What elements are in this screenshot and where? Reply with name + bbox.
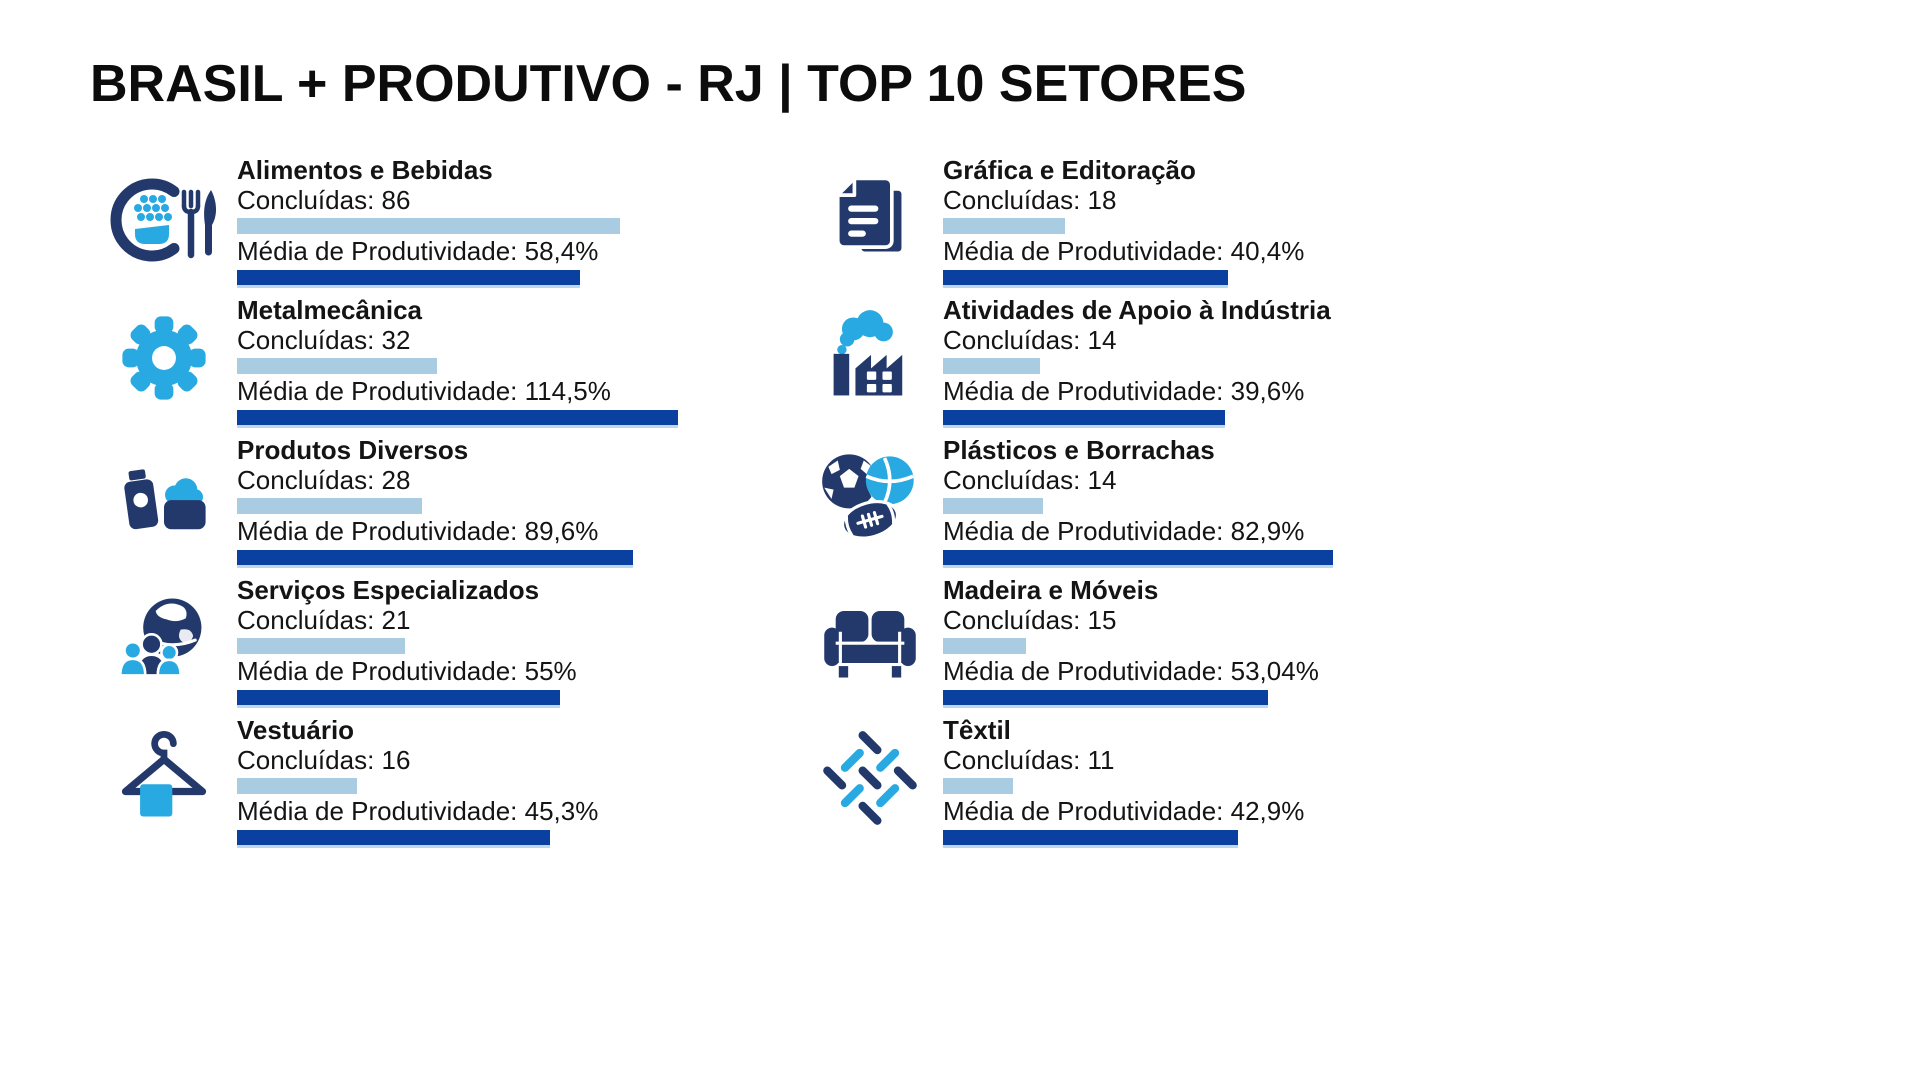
sector-card-8: Plásticos e Borrachas Concluídas: 14 Méd… bbox=[796, 428, 1496, 568]
concluidas-bar bbox=[943, 638, 1026, 654]
factory-icon bbox=[814, 306, 926, 410]
page-title: BRASIL + PRODUTIVO - RJ | TOP 10 SETORES bbox=[90, 55, 1247, 113]
sector-content: Metalmecânica Concluídas: 32 Média de Pr… bbox=[237, 288, 790, 428]
concluidas-bar bbox=[943, 218, 1065, 234]
concluidas-stat: Concluídas: 18 bbox=[943, 185, 1117, 215]
media-stat: Média de Produtividade: 39,6% bbox=[943, 376, 1305, 406]
documents-icon bbox=[814, 166, 926, 270]
sector-name: Serviços Especializados bbox=[237, 575, 540, 605]
sector-card-1: Alimentos e Bebidas Concluídas: 86 Média… bbox=[90, 148, 790, 288]
media-stat: Média de Produtividade: 114,5% bbox=[237, 376, 611, 406]
sector-icon-wrap bbox=[796, 708, 943, 848]
media-bar bbox=[943, 410, 1225, 428]
concluidas-stat: Concluídas: 21 bbox=[237, 605, 411, 635]
media-bar bbox=[943, 550, 1333, 568]
sports-balls-icon bbox=[814, 446, 926, 550]
concluidas-stat: Concluídas: 86 bbox=[237, 185, 411, 215]
media-bar bbox=[943, 270, 1228, 288]
concluidas-bar bbox=[237, 218, 620, 234]
sector-card-10: Têxtil Concluídas: 11 Média de Produtivi… bbox=[796, 708, 1496, 848]
textile-icon bbox=[814, 726, 926, 830]
sector-icon-wrap bbox=[796, 428, 943, 568]
sector-icon-wrap bbox=[90, 148, 237, 288]
sector-column-right: Gráfica e Editoração Concluídas: 18 Médi… bbox=[796, 148, 1496, 848]
food-plate-icon bbox=[108, 166, 220, 270]
media-bar bbox=[237, 830, 550, 848]
sector-icon-wrap bbox=[90, 568, 237, 708]
media-bar bbox=[943, 690, 1268, 708]
media-bar bbox=[943, 830, 1238, 848]
sector-name: Alimentos e Bebidas bbox=[237, 155, 493, 185]
concluidas-bar bbox=[943, 778, 1013, 794]
concluidas-stat: Concluídas: 14 bbox=[943, 465, 1117, 495]
concluidas-stat: Concluídas: 15 bbox=[943, 605, 1117, 635]
sector-name: Têxtil bbox=[943, 715, 1011, 745]
concluidas-bar bbox=[237, 778, 357, 794]
sector-content: Atividades de Apoio à Indústria Concluíd… bbox=[943, 288, 1496, 428]
sector-name: Plásticos e Borrachas bbox=[943, 435, 1215, 465]
media-stat: Média de Produtividade: 55% bbox=[237, 656, 577, 686]
sector-card-3: Produtos Diversos Concluídas: 28 Média d… bbox=[90, 428, 790, 568]
sector-column-left: Alimentos e Bebidas Concluídas: 86 Média… bbox=[90, 148, 790, 848]
media-stat: Média de Produtividade: 82,9% bbox=[943, 516, 1305, 546]
media-bar bbox=[237, 270, 580, 288]
sector-name: Metalmecânica bbox=[237, 295, 422, 325]
media-stat: Média de Produtividade: 45,3% bbox=[237, 796, 599, 826]
media-bar bbox=[237, 550, 633, 568]
media-stat: Média de Produtividade: 58,4% bbox=[237, 236, 599, 266]
concluidas-bar bbox=[943, 498, 1043, 514]
sector-icon-wrap bbox=[796, 568, 943, 708]
hanger-icon bbox=[108, 726, 220, 830]
concluidas-stat: Concluídas: 28 bbox=[237, 465, 411, 495]
sector-name: Vestuário bbox=[237, 715, 355, 745]
cosmetics-icon bbox=[108, 446, 220, 550]
sector-name: Atividades de Apoio à Indústria bbox=[943, 295, 1331, 325]
sector-card-2: Metalmecânica Concluídas: 32 Média de Pr… bbox=[90, 288, 790, 428]
sector-content: Alimentos e Bebidas Concluídas: 86 Média… bbox=[237, 148, 790, 288]
sector-name: Madeira e Móveis bbox=[943, 575, 1159, 605]
sector-card-7: Atividades de Apoio à Indústria Concluíd… bbox=[796, 288, 1496, 428]
concluidas-stat: Concluídas: 16 bbox=[237, 745, 411, 775]
sector-content: Madeira e Móveis Concluídas: 15 Média de… bbox=[943, 568, 1496, 708]
media-bar bbox=[237, 690, 560, 708]
sector-icon-wrap bbox=[90, 708, 237, 848]
sector-content: Plásticos e Borrachas Concluídas: 14 Méd… bbox=[943, 428, 1496, 568]
concluidas-stat: Concluídas: 14 bbox=[943, 325, 1117, 355]
sector-content: Vestuário Concluídas: 16 Média de Produt… bbox=[237, 708, 790, 848]
concluidas-stat: Concluídas: 11 bbox=[943, 745, 1115, 775]
concluidas-bar bbox=[237, 358, 437, 374]
sector-name: Produtos Diversos bbox=[237, 435, 469, 465]
sector-card-9: Madeira e Móveis Concluídas: 15 Média de… bbox=[796, 568, 1496, 708]
concluidas-bar bbox=[943, 358, 1040, 374]
people-globe-icon bbox=[108, 586, 220, 690]
media-bar bbox=[237, 410, 678, 428]
sofa-icon bbox=[814, 586, 926, 690]
media-stat: Média de Produtividade: 42,9% bbox=[943, 796, 1305, 826]
sector-content: Têxtil Concluídas: 11 Média de Produtivi… bbox=[943, 708, 1496, 848]
media-stat: Média de Produtividade: 40,4% bbox=[943, 236, 1305, 266]
concluidas-stat: Concluídas: 32 bbox=[237, 325, 411, 355]
sector-icon-wrap bbox=[90, 428, 237, 568]
media-stat: Média de Produtividade: 53,04% bbox=[943, 656, 1319, 686]
concluidas-bar bbox=[237, 498, 422, 514]
sector-content: Gráfica e Editoração Concluídas: 18 Médi… bbox=[943, 148, 1496, 288]
sector-card-6: Gráfica e Editoração Concluídas: 18 Médi… bbox=[796, 148, 1496, 288]
sector-content: Serviços Especializados Concluídas: 21 M… bbox=[237, 568, 790, 708]
concluidas-bar bbox=[237, 638, 405, 654]
sector-icon-wrap bbox=[796, 148, 943, 288]
sector-icon-wrap bbox=[796, 288, 943, 428]
sector-name: Gráfica e Editoração bbox=[943, 155, 1196, 185]
gear-icon bbox=[108, 306, 220, 410]
media-stat: Média de Produtividade: 89,6% bbox=[237, 516, 599, 546]
sector-icon-wrap bbox=[90, 288, 237, 428]
sector-card-4: Serviços Especializados Concluídas: 21 M… bbox=[90, 568, 790, 708]
sector-content: Produtos Diversos Concluídas: 28 Média d… bbox=[237, 428, 790, 568]
sector-card-5: Vestuário Concluídas: 16 Média de Produt… bbox=[90, 708, 790, 848]
